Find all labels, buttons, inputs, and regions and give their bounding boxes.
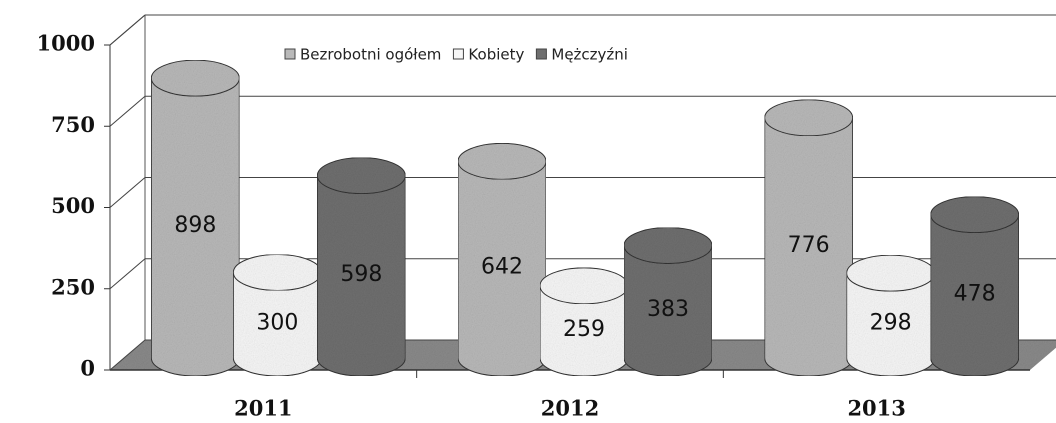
cylinder-top (316, 157, 406, 195)
cylinder-top (764, 99, 854, 137)
data-label: 642 (481, 255, 523, 280)
data-label: 383 (647, 297, 689, 322)
y-tick-label: 1000 (37, 31, 95, 56)
data-label: 478 (954, 281, 996, 306)
grid-line (109, 339, 146, 371)
legend-label: Mężczyźni (551, 46, 628, 64)
grid-line (109, 258, 146, 290)
legend-swatch (452, 48, 464, 60)
cylinder-top (232, 254, 322, 291)
cylinder-top (930, 196, 1020, 234)
legend-swatch (535, 48, 547, 60)
cylinder-body (623, 245, 713, 377)
y-tick-label: 250 (51, 274, 95, 299)
x-tick-label: 2013 (847, 396, 905, 421)
legend-swatch (284, 48, 296, 60)
data-label: 298 (870, 311, 912, 336)
cylinder-top (846, 254, 936, 292)
data-label: 598 (340, 262, 382, 287)
cylinder-top (539, 267, 629, 305)
data-label: 776 (788, 233, 830, 258)
y-tick-label: 0 (80, 356, 95, 381)
grid-line (109, 14, 146, 46)
grid-line (109, 177, 146, 208)
x-tick-label: 2011 (234, 396, 292, 421)
cylinder-top (150, 59, 240, 97)
legend-label: Kobiety (468, 46, 524, 64)
x-tick-label: 2012 (541, 396, 599, 421)
grid-line (109, 95, 146, 127)
cylinder-top (457, 142, 547, 180)
cylinder-body (316, 175, 406, 377)
cylinder-body (930, 214, 1020, 377)
y-tick-label: 750 (51, 112, 95, 137)
data-label: 300 (256, 310, 298, 335)
legend: Bezrobotni ogółem Kobiety Mężczyźni (284, 46, 628, 64)
cylinder-top (623, 227, 713, 265)
data-label: 898 (174, 213, 216, 238)
y-tick-label: 500 (51, 193, 95, 218)
data-label: 259 (563, 317, 605, 342)
legend-label: Bezrobotni ogółem (300, 46, 441, 64)
